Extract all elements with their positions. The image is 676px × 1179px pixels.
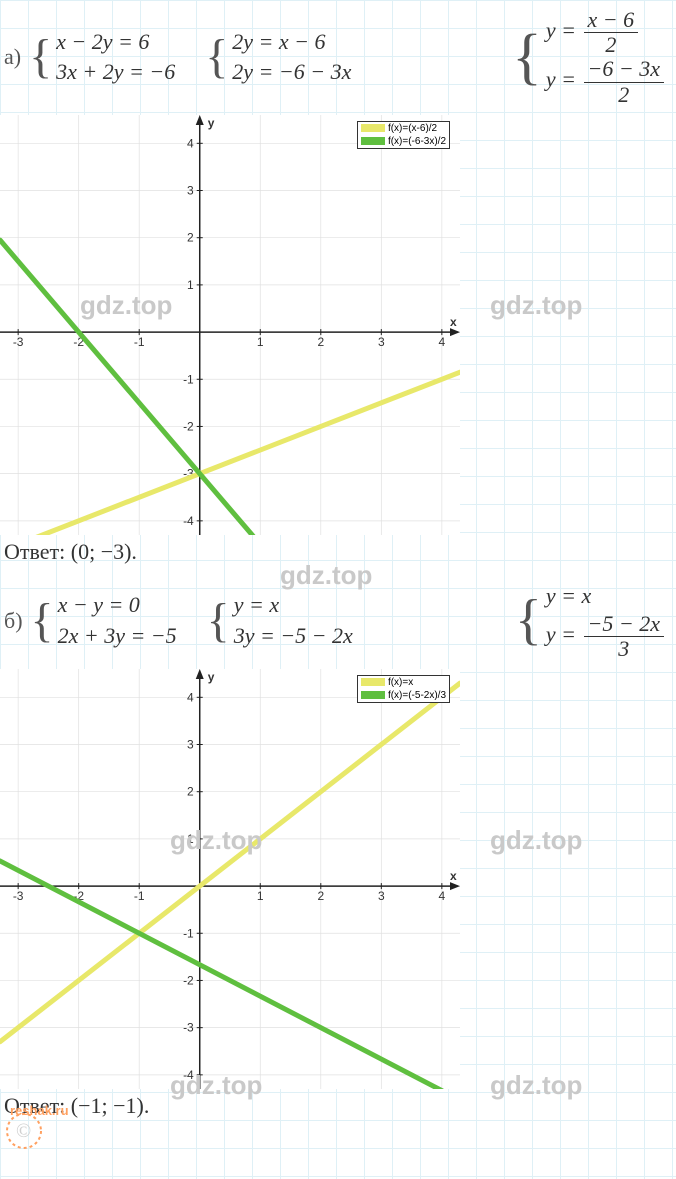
legend-label: f(x)=(x-6)/2 — [388, 123, 437, 134]
chart-svg: -3-2-11234-4-3-2-11234xy — [0, 115, 460, 535]
problem-b-equations: б) { x − y = 0 2x + 3y = −5 { y = x 3y =… — [0, 573, 676, 669]
legend-label: f(x)=(-5-2x)/3 — [388, 690, 446, 701]
eq: y = x — [546, 581, 666, 612]
eq: 2y = −6 − 3x — [232, 57, 351, 88]
svg-text:-2: -2 — [183, 419, 194, 433]
svg-text:x: x — [450, 315, 457, 329]
chart-a-legend: f(x)=(x-6)/2 f(x)=(-6-3x)/2 — [357, 121, 450, 149]
svg-text:1: 1 — [187, 832, 194, 846]
answer-b: Ответ: (−1; −1). — [0, 1089, 676, 1127]
legend-item: f(x)=(-6-3x)/2 — [358, 135, 449, 148]
legend-label: f(x)=(-6-3x)/2 — [388, 136, 446, 147]
svg-text:4: 4 — [438, 889, 445, 903]
svg-text:-4: -4 — [183, 1068, 194, 1082]
brace-icon: { — [31, 602, 54, 640]
problem-b-label: б) — [4, 608, 23, 634]
brace-icon: { — [207, 602, 230, 640]
svg-text:2: 2 — [317, 335, 324, 349]
svg-text:x: x — [450, 869, 457, 883]
svg-text:1: 1 — [257, 335, 264, 349]
system-b-3: { y = xy = −5 − 2x3 — [515, 581, 666, 661]
system-b-2: { y = x 3y = −5 − 2x — [207, 590, 353, 652]
svg-text:-3: -3 — [183, 1021, 194, 1035]
brace-icon: { — [512, 33, 542, 83]
page-content: а) { x − 2y = 6 3x + 2y = −6 { 2y = x − … — [0, 0, 676, 1127]
chart-a: -3-2-11234-4-3-2-11234xy f(x)=(x-6)/2f(x… — [0, 115, 460, 535]
svg-text:2: 2 — [187, 785, 194, 799]
eq: y = −5 − 2x3 — [546, 612, 666, 661]
svg-text:-3: -3 — [13, 335, 24, 349]
system-a-1: { x − 2y = 6 3x + 2y = −6 — [29, 27, 175, 89]
problem-a-equations: а) { x − 2y = 6 3x + 2y = −6 { 2y = x − … — [0, 0, 676, 115]
svg-text:-1: -1 — [183, 372, 194, 386]
brace-icon: { — [515, 598, 542, 643]
brace-icon: { — [205, 38, 228, 76]
svg-text:3: 3 — [187, 737, 194, 751]
svg-text:-4: -4 — [183, 514, 194, 528]
eq: y = x − 62 — [546, 8, 666, 57]
problem-a-label: а) — [4, 44, 21, 70]
svg-text:3: 3 — [378, 889, 385, 903]
eq: x − y = 0 — [58, 590, 177, 621]
svg-text:4: 4 — [438, 335, 445, 349]
legend-item: f(x)=(-5-2x)/3 — [358, 689, 449, 702]
svg-text:2: 2 — [187, 230, 194, 244]
svg-text:-1: -1 — [134, 889, 145, 903]
svg-text:4: 4 — [187, 690, 194, 704]
svg-text:-1: -1 — [134, 335, 145, 349]
svg-text:y: y — [208, 670, 215, 684]
eq: 2x + 3y = −5 — [58, 621, 177, 652]
svg-text:1: 1 — [187, 278, 194, 292]
svg-text:-2: -2 — [183, 973, 194, 987]
chart-b-legend: f(x)=x f(x)=(-5-2x)/3 — [357, 675, 450, 703]
svg-text:3: 3 — [187, 183, 194, 197]
system-a-2: { 2y = x − 6 2y = −6 − 3x — [205, 27, 351, 89]
svg-text:y: y — [208, 116, 215, 130]
eq: 2y = x − 6 — [232, 27, 351, 58]
brace-icon: { — [29, 38, 52, 76]
eq: x − 2y = 6 — [56, 27, 175, 58]
svg-text:1: 1 — [257, 889, 264, 903]
chart-svg: -3-2-11234-4-3-2-11234xy — [0, 669, 460, 1089]
svg-text:-1: -1 — [183, 926, 194, 940]
svg-text:2: 2 — [317, 889, 324, 903]
legend-item: f(x)=x — [358, 676, 449, 689]
system-a-3: { y = x − 62y = −6 − 3x2 — [512, 8, 666, 107]
eq: 3y = −5 − 2x — [234, 621, 353, 652]
answer-a: Ответ: (0; −3). — [0, 535, 676, 573]
svg-text:-3: -3 — [13, 889, 24, 903]
svg-text:3: 3 — [378, 335, 385, 349]
chart-b: -3-2-11234-4-3-2-11234xy f(x)=xf(x)=(-5-… — [0, 669, 460, 1089]
system-b-1: { x − y = 0 2x + 3y = −5 — [31, 590, 177, 652]
eq: y = x — [234, 590, 353, 621]
eq: y = −6 − 3x2 — [546, 57, 666, 106]
eq: 3x + 2y = −6 — [56, 57, 175, 88]
legend-label: f(x)=x — [388, 677, 413, 688]
svg-text:4: 4 — [187, 136, 194, 150]
legend-item: f(x)=(x-6)/2 — [358, 122, 449, 135]
